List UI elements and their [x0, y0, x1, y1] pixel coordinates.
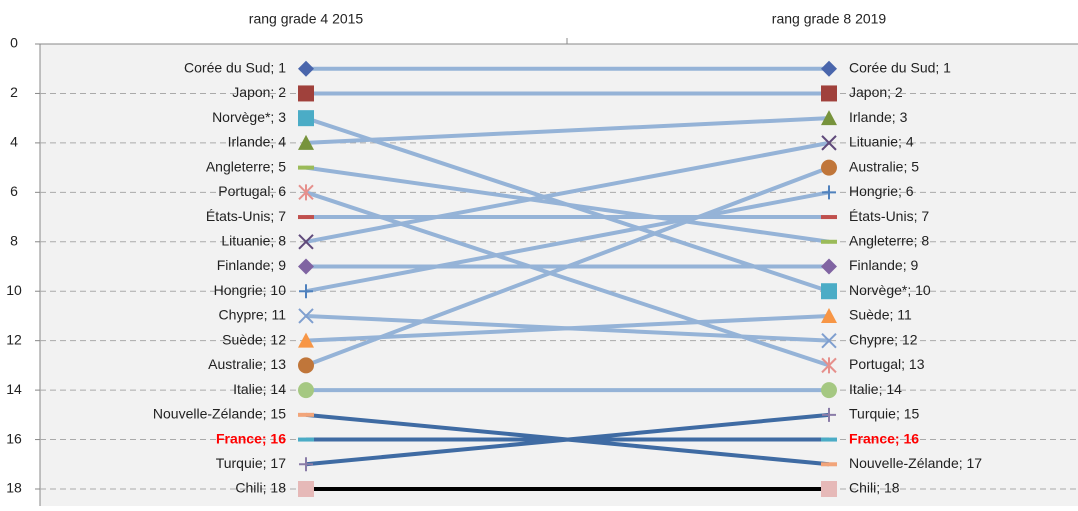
data-label: Norvège*; 10	[849, 282, 931, 298]
y-tick-label: 16	[6, 430, 22, 446]
data-label: États-Unis; 7	[206, 208, 286, 224]
data-label: Chypre; 11	[219, 307, 287, 323]
data-label: Suède; 11	[849, 307, 912, 323]
data-label: Japon; 2	[849, 84, 903, 100]
y-tick-label: 2	[10, 84, 18, 100]
marker	[298, 357, 314, 374]
marker	[821, 159, 837, 176]
marker	[298, 308, 314, 324]
data-label: Portugal; 6	[218, 183, 286, 199]
slope-line	[305, 412, 830, 467]
marker	[298, 60, 314, 77]
slope-line	[305, 165, 830, 244]
y-tick-label: 0	[10, 35, 18, 51]
y-tick-label: 18	[6, 480, 22, 496]
marker	[299, 284, 313, 299]
slope-line	[305, 116, 830, 145]
marker	[821, 85, 837, 102]
slope-line	[305, 165, 830, 368]
data-label: Angleterre; 8	[849, 232, 929, 248]
y-tick-label: 12	[6, 331, 22, 347]
data-label: Australie; 13	[208, 356, 286, 372]
data-label: Japon; 2	[232, 84, 286, 100]
marker	[298, 134, 314, 150]
data-label: Hongrie; 6	[849, 183, 914, 199]
data-label: Hongrie; 10	[214, 282, 287, 298]
data-label: Lituanie; 4	[849, 134, 914, 150]
marker	[298, 481, 314, 497]
data-label: Portugal; 13	[849, 356, 925, 372]
data-label: Irlande; 4	[228, 134, 287, 150]
category-label: rang grade 8 2019	[772, 11, 887, 27]
data-label: Corée du Sud; 1	[184, 59, 286, 75]
data-label: Italie; 14	[849, 381, 902, 397]
y-tick-label: 8	[10, 232, 18, 248]
marker	[821, 437, 837, 442]
marker	[821, 332, 837, 349]
marker	[821, 382, 837, 399]
data-label: Irlande; 3	[849, 109, 908, 125]
marker	[821, 135, 837, 151]
data-label: Australie; 5	[849, 158, 919, 174]
data-label: Angleterre; 5	[206, 158, 286, 174]
marker	[298, 412, 314, 417]
marker	[821, 215, 837, 220]
data-label: Finlande; 9	[849, 257, 918, 273]
marker	[821, 258, 837, 275]
marker	[821, 60, 837, 77]
data-label: Finlande; 9	[217, 257, 286, 273]
data-label: Turquie; 15	[849, 406, 920, 422]
category-label: rang grade 4 2015	[249, 11, 364, 27]
y-tick-label: 4	[10, 134, 18, 150]
data-label: France; 16	[216, 430, 286, 446]
data-label: Norvège*; 3	[212, 109, 286, 125]
data-label: Nouvelle-Zélande; 15	[153, 406, 286, 422]
slope-line	[305, 313, 830, 343]
data-label: Nouvelle-Zélande; 17	[849, 455, 982, 471]
y-tick-label: 6	[10, 183, 18, 199]
data-label: Suède; 12	[222, 331, 286, 347]
data-label: Chili; 18	[849, 480, 900, 496]
marker	[299, 457, 313, 472]
marker	[298, 85, 314, 102]
marker	[298, 165, 314, 170]
y-tick-label: 14	[6, 381, 22, 397]
marker	[821, 357, 837, 374]
data-label: Italie; 14	[233, 381, 286, 397]
data-label: Corée du Sud; 1	[849, 59, 951, 75]
data-label: Turquie; 17	[216, 455, 287, 471]
data-label: Lituanie; 8	[221, 232, 286, 248]
marker	[821, 283, 837, 300]
marker	[298, 332, 314, 348]
marker	[822, 185, 836, 200]
data-label: France; 16	[849, 430, 919, 446]
marker	[298, 258, 314, 275]
data-label: États-Unis; 7	[849, 208, 929, 224]
data-label: Chypre; 12	[849, 331, 918, 347]
marker	[821, 239, 837, 244]
marker	[298, 215, 314, 220]
marker	[298, 234, 314, 250]
slope-line	[305, 190, 830, 294]
y-tick-label: 10	[6, 282, 22, 298]
marker	[821, 462, 837, 467]
marker	[821, 481, 837, 497]
marker	[298, 382, 314, 399]
marker	[821, 110, 837, 126]
slope-line	[305, 140, 830, 244]
marker	[821, 307, 837, 323]
data-label: Chili; 18	[235, 480, 286, 496]
marker	[298, 184, 314, 201]
marker	[298, 110, 314, 127]
marker	[822, 407, 836, 422]
marker	[298, 437, 314, 442]
